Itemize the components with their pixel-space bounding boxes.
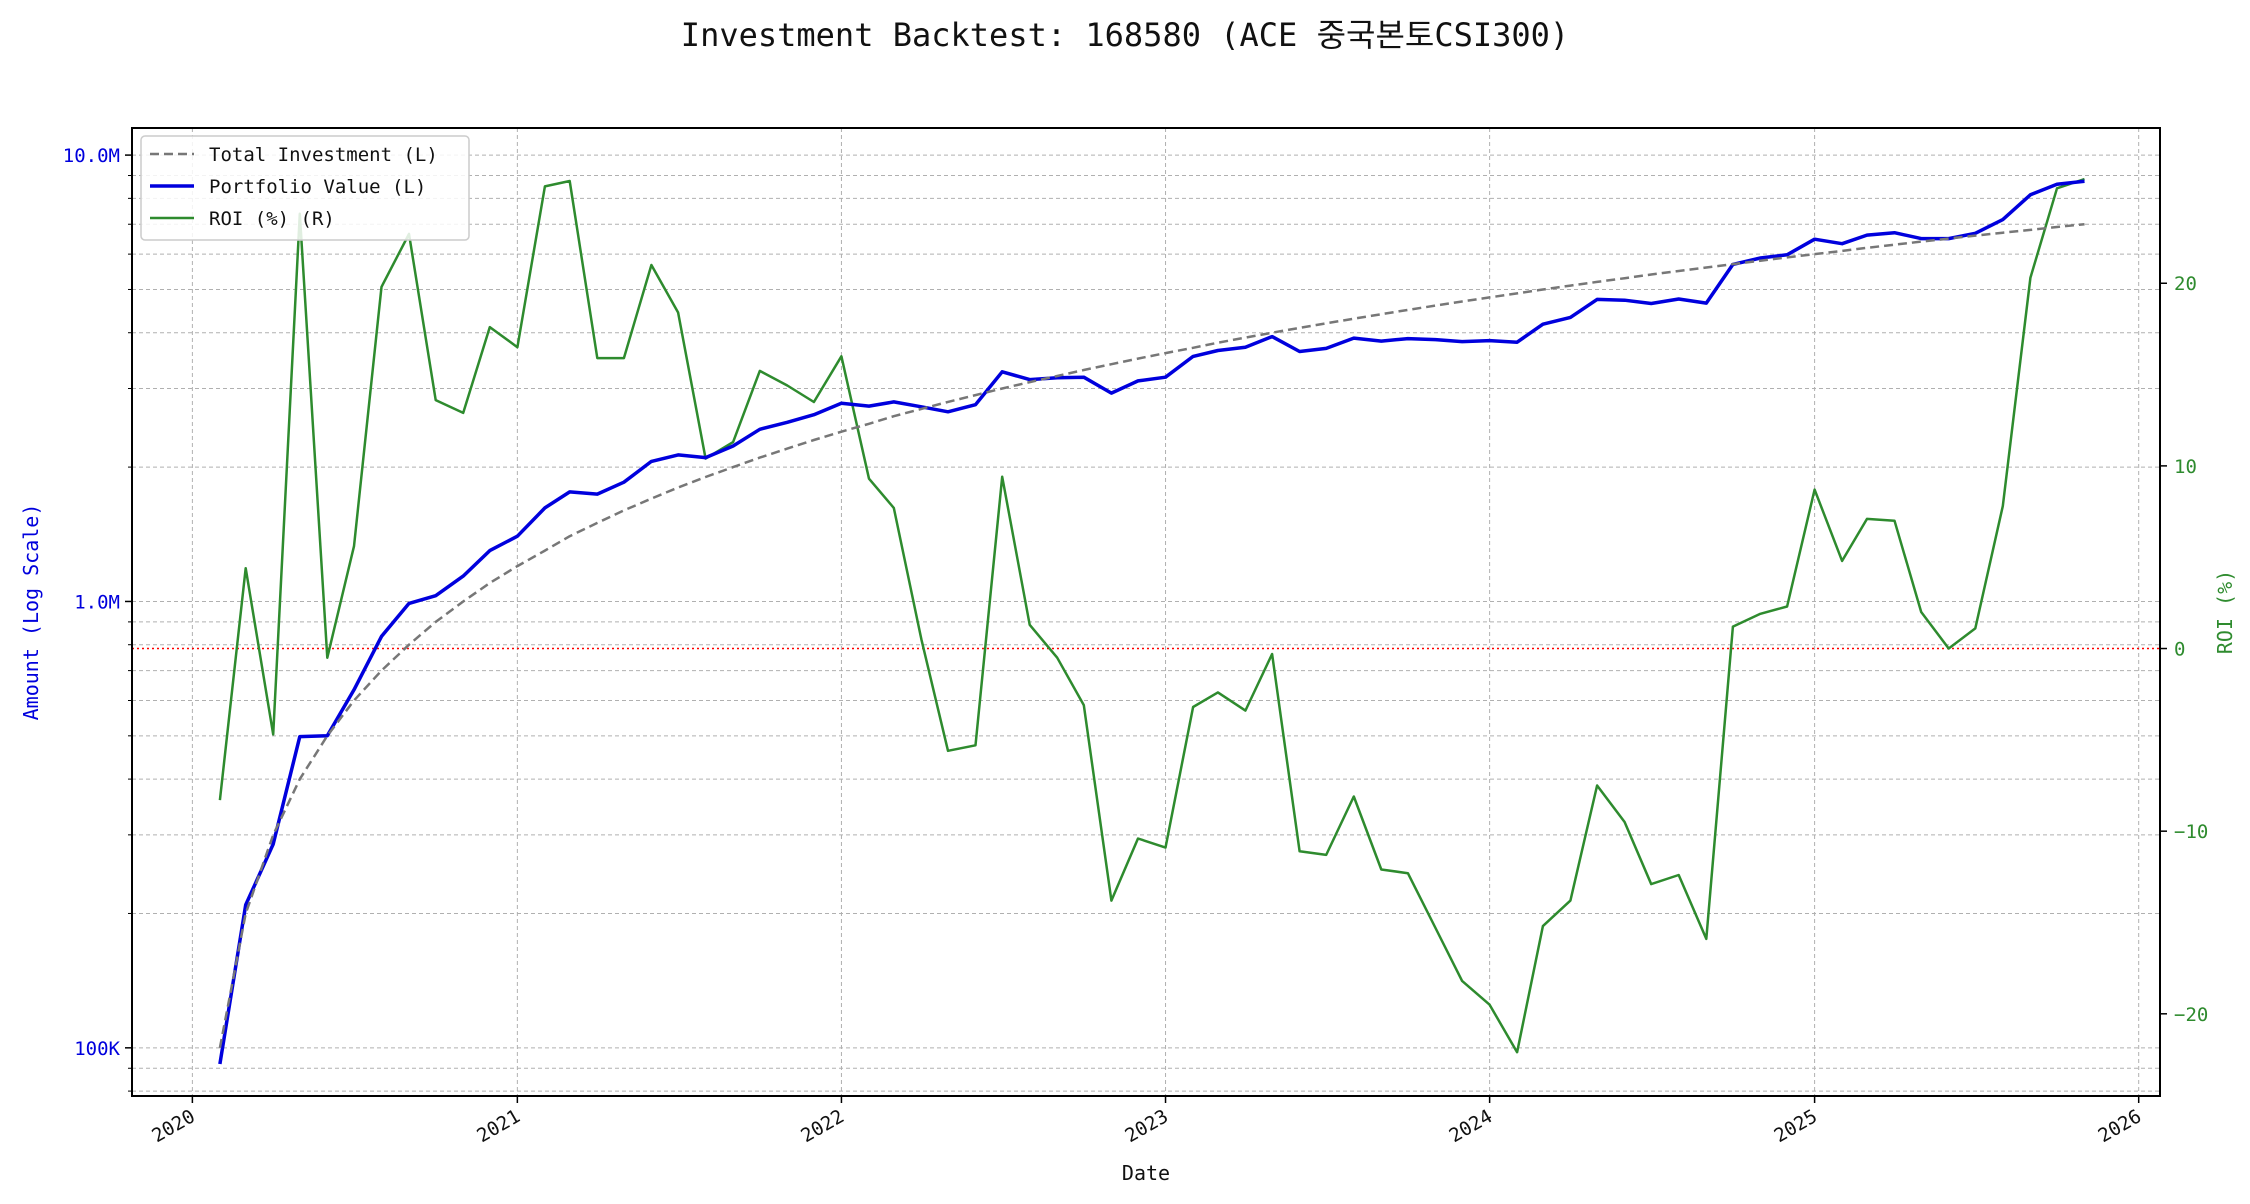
right-tick-label: −10 bbox=[2174, 821, 2208, 843]
series-total-investment-l bbox=[218, 222, 2085, 1049]
gridlines bbox=[132, 128, 2160, 1096]
right-axis-ticks: −20 −10 0 10 20 bbox=[2160, 273, 2208, 1026]
left-tick-label: 100K bbox=[74, 1038, 120, 1060]
x-axis-label: Date bbox=[1122, 1161, 1170, 1185]
left-tick-label: 1.0M bbox=[74, 591, 120, 613]
right-tick-label: 20 bbox=[2174, 273, 2197, 295]
right-tick-label: −20 bbox=[2174, 1004, 2208, 1026]
right-axis-label: ROI (%) bbox=[2213, 570, 2237, 654]
legend-box bbox=[140, 135, 470, 241]
legend-label-portfolio-value-l: Portfolio Value (L) bbox=[209, 176, 426, 198]
chart-title: Investment Backtest: 168580 (ACE 중국본토CSI… bbox=[681, 16, 1569, 54]
right-tick-label: 10 bbox=[2174, 456, 2197, 478]
legend-label-total-investment-l: Total Investment (L) bbox=[209, 144, 438, 166]
legend: Total Investment (L) Portfolio Value (L) R… bbox=[140, 135, 470, 241]
left-axis-label: Amount (Log Scale) bbox=[19, 504, 43, 721]
left-tick-label: 10.0M bbox=[63, 145, 120, 167]
series-lines bbox=[218, 177, 2085, 1065]
left-axis-ticks: 100K 1.0M 10.0M bbox=[63, 145, 132, 1092]
plot-frame bbox=[131, 127, 2161, 1097]
legend-label-roi-r: ROI (%) (R) bbox=[209, 208, 335, 230]
right-tick-label: 0 bbox=[2174, 639, 2185, 661]
series-roi-r bbox=[218, 177, 2085, 1054]
series-portfolio-value-l bbox=[218, 179, 2085, 1065]
